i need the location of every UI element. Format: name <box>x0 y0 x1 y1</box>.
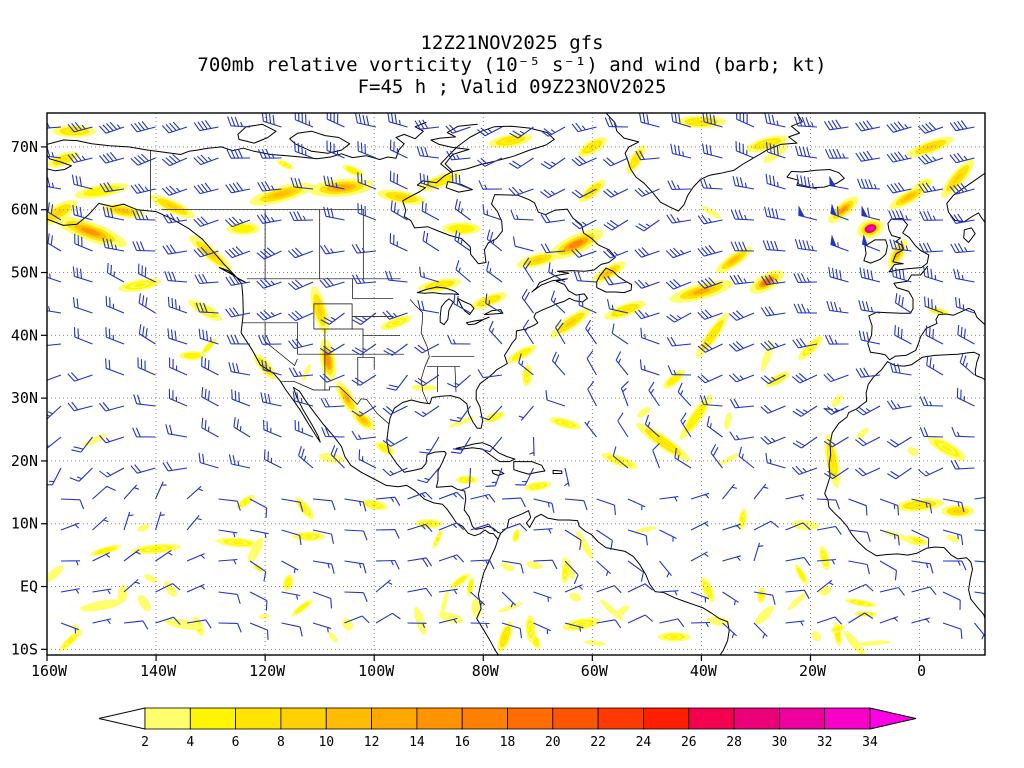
colorbar-under-arrow <box>98 707 146 730</box>
y-axis-label: 30N <box>11 389 38 407</box>
colorbar-tick-label: 6 <box>232 735 240 750</box>
colorbar-segment <box>643 707 690 730</box>
wind-barbs <box>47 113 985 640</box>
y-axis-label: 40N <box>11 326 38 344</box>
colorbar-segment <box>325 707 372 730</box>
colorbar-tick-label: 32 <box>817 735 833 750</box>
colorbar-tick-label: 18 <box>500 735 516 750</box>
title-valid: F=45 h ; Valid 09Z23NOV2025 <box>357 76 667 98</box>
colorbar-tick-label: 4 <box>186 735 194 750</box>
wind-barb-pennants <box>798 175 869 247</box>
colorbar-tick-label: 30 <box>772 735 788 750</box>
colorbar-tick-label: 2 <box>141 735 149 750</box>
colorbar-tick-label: 28 <box>726 735 742 750</box>
colorbar-segment <box>733 707 780 730</box>
axis-labels: 70N 60N 50N 40N 30N 20N 10N EQ 10S 160W 140W 120W 10… <box>11 138 926 680</box>
colorbar-segment <box>779 707 826 730</box>
x-axis-label: 140W <box>140 662 177 680</box>
colorbar-tick-label: 20 <box>545 735 561 750</box>
wind-barb-strokes <box>47 113 985 640</box>
x-axis-label: 80W <box>472 662 500 680</box>
colorbar-segment <box>597 707 644 730</box>
colorbar-segment <box>552 707 599 730</box>
x-axis-label: 120W <box>249 662 286 680</box>
x-axis-label: 100W <box>358 662 395 680</box>
coastlines <box>47 113 985 655</box>
colorbar-tick-label: 26 <box>681 735 697 750</box>
x-axis-label: 160W <box>31 662 68 680</box>
y-axis-label: 70N <box>11 138 38 156</box>
colorbar: 2 4 6 8 10 12 14 16 18 20 22 24 26 28 30 32 34 <box>98 707 917 750</box>
map-layers <box>47 113 985 655</box>
colorbar-tick-label: 22 <box>590 735 606 750</box>
colorbar-tick-label: 10 <box>318 735 334 750</box>
y-axis-label: 10N <box>11 515 38 533</box>
colorbar-segment <box>507 707 554 730</box>
colorbar-segment <box>461 707 508 730</box>
grid-lines <box>47 113 985 655</box>
colorbar-tick-label: 12 <box>364 735 380 750</box>
colorbar-segment <box>280 707 327 730</box>
chart-titles: 12Z21NOV2025 gfs 700mb relative vorticit… <box>0 32 1024 98</box>
x-axis-label: 20W <box>799 662 827 680</box>
colorbar-segment <box>189 707 237 730</box>
x-axis-label: 0 <box>917 662 926 680</box>
colorbar-tick-label: 34 <box>862 735 878 750</box>
map-frame <box>46 112 986 656</box>
y-axis-label: 10S <box>11 640 38 658</box>
title-model-run: 12Z21NOV2025 gfs <box>420 32 604 54</box>
colorbar-tick-label: 24 <box>636 735 652 750</box>
colorbar-segment <box>416 707 463 730</box>
colorbar-tick-label: 14 <box>409 735 425 750</box>
colorbar-segment <box>144 707 191 730</box>
colorbar-segment <box>824 707 871 730</box>
colorbar-segment <box>371 707 418 730</box>
colorbar-over-arrow <box>869 707 917 730</box>
colorbar-segment <box>235 707 282 730</box>
vorticity-shading <box>47 115 975 655</box>
colorbar-tick-label: 16 <box>454 735 470 750</box>
colorbar-tick-label: 8 <box>277 735 285 750</box>
y-axis-label: 50N <box>11 264 38 282</box>
y-axis-label: 20N <box>11 452 38 470</box>
title-field: 700mb relative vorticity (10⁻⁵ s⁻¹) and … <box>197 54 827 76</box>
colorbar-segment <box>688 707 735 730</box>
y-axis-label: EQ <box>20 578 38 596</box>
x-axis-label: 40W <box>690 662 718 680</box>
y-axis-label: 60N <box>11 201 38 219</box>
x-axis-label: 60W <box>581 662 609 680</box>
